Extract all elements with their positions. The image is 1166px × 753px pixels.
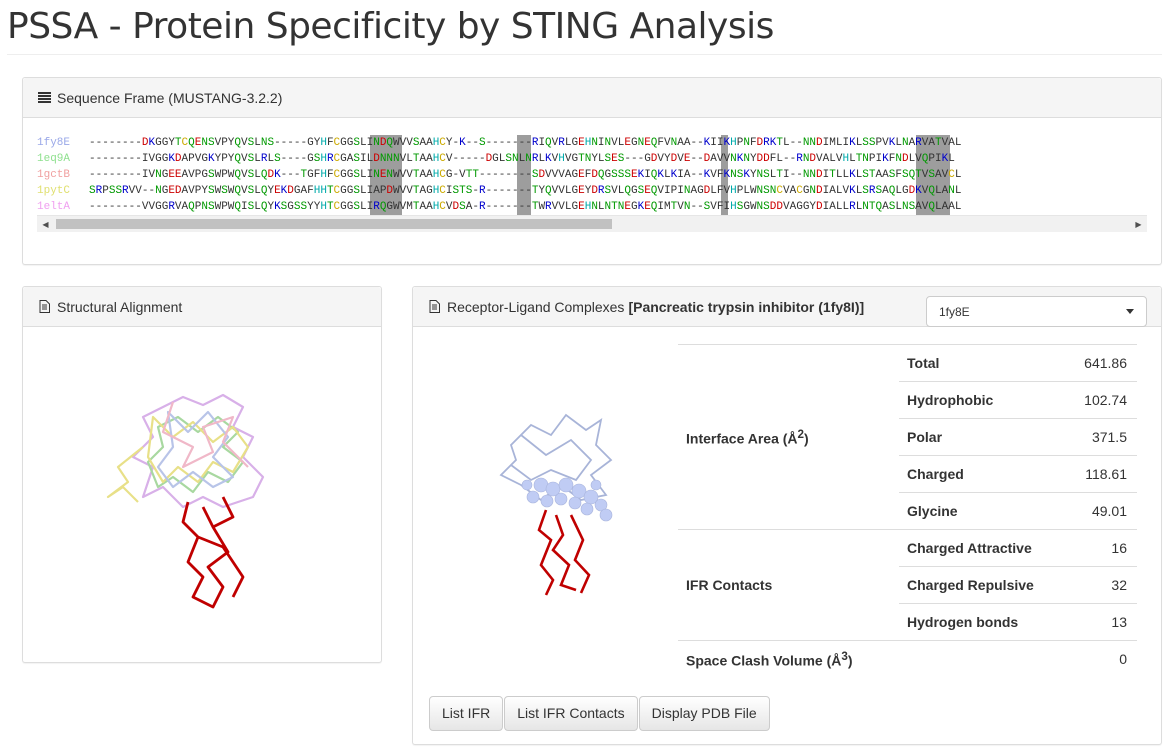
- sequence-residues: --------DKGGYTCQENSVPYQVSLNS-----GYHFCGG…: [89, 137, 962, 149]
- structural-alignment-viewer[interactable]: [103, 387, 303, 617]
- table-row: Polar 371.5: [678, 418, 1137, 456]
- table-row: Space Clash Volume (Å3) 0: [678, 640, 1137, 678]
- sequence-name: 1gctB: [37, 169, 71, 181]
- conserved-column: [916, 135, 950, 215]
- sequence-name: 1eq9A: [37, 153, 71, 165]
- ligand-name: [Pancreatic trypsin inhibitor (1fy8I)]: [628, 298, 865, 315]
- chevron-down-icon: [1126, 309, 1134, 314]
- table-row: Charged 118.61: [678, 455, 1137, 493]
- sequence-residues: --------IVNGEEAVPGSWPWQVSLQDK---TGFHFCGG…: [89, 169, 962, 181]
- metric-value: 32: [1065, 566, 1137, 604]
- space-clash-label: Space Clash Volume (Å3): [678, 640, 1066, 678]
- document-icon: [37, 300, 51, 314]
- metric-label: Hydrophobic: [899, 381, 1066, 419]
- sequence-name: 1eltA: [37, 201, 71, 213]
- metric-label: Charged: [899, 455, 1066, 493]
- metric-label: Polar: [899, 418, 1066, 456]
- metric-label: Total: [899, 344, 1066, 382]
- sequence-frame-title: Sequence Frame (MUSTANG-3.2.2): [57, 89, 283, 106]
- sequence-row: 1eq9A --------IVGGKDAPVGKYPYQVSLRLS----GS…: [37, 151, 1147, 167]
- structural-alignment-panel: Structural Alignment: [22, 286, 382, 663]
- metric-label: Glycine: [899, 492, 1066, 530]
- table-row: Interface Area (Å2) Total 641.86: [678, 344, 1137, 530]
- metric-value: 118.61: [1065, 455, 1137, 493]
- action-buttons: List IFR List IFR Contacts Display PDB F…: [429, 696, 770, 731]
- metric-label: Hydrogen bonds: [899, 603, 1066, 641]
- sequence-residues: --------VVGGRVAQPNSWPWQISLQYKSGSSYYHTCGG…: [89, 201, 962, 213]
- metric-value: 16: [1065, 529, 1137, 567]
- list-ifr-button[interactable]: List IFR: [429, 696, 504, 731]
- sequence-row: 1fy8E --------DKGGYTCQENSVPYQVSLNS-----GY…: [37, 135, 1147, 151]
- table-row: Hydrophobic 102.74: [678, 381, 1137, 419]
- metric-value: 371.5: [1065, 418, 1137, 456]
- table-row: Glycine 49.01: [678, 492, 1137, 530]
- complex-viewer[interactable]: [491, 405, 621, 605]
- display-pdb-file-button[interactable]: Display PDB File: [638, 696, 770, 731]
- metric-label: Charged Attractive: [899, 529, 1066, 567]
- sequence-residues: SRPSSRVV--NGEDAVPYSWSWQVSLQYEKDGAFHHTCGG…: [89, 185, 962, 197]
- sequence-residues: --------IVGGKDAPVGKYPYQVSLRLS----GSHRCGA…: [89, 153, 955, 165]
- metric-value: 0: [1065, 640, 1137, 678]
- conserved-column: [721, 135, 728, 215]
- list-icon: [37, 91, 51, 105]
- scroll-left-icon[interactable]: ◀: [42, 219, 49, 229]
- metric-label: Charged Repulsive: [899, 566, 1066, 604]
- list-ifr-contacts-button[interactable]: List IFR Contacts: [504, 696, 638, 731]
- sequence-name: 1fy8E: [37, 137, 71, 149]
- structural-alignment-title: Structural Alignment: [57, 298, 183, 315]
- scroll-right-icon[interactable]: ▶: [1135, 219, 1142, 229]
- metric-value: 49.01: [1065, 492, 1137, 530]
- structural-alignment-heading: Structural Alignment: [23, 287, 381, 327]
- document-icon: [427, 300, 441, 314]
- sequence-row: 1eltA --------VVGGRVAQPNSWPWQISLQYKSGSSYY…: [37, 199, 1147, 215]
- sequence-viewer[interactable]: 1fy8E --------DKGGYTCQENSVPYQVSLNS-----GY…: [23, 118, 1161, 264]
- chain-select[interactable]: 1fy8E: [926, 296, 1147, 327]
- metric-value: 102.74: [1065, 381, 1137, 419]
- conserved-column: [517, 135, 531, 215]
- sequence-rows: 1fy8E --------DKGGYTCQENSVPYQVSLNS-----GY…: [37, 135, 1147, 231]
- table-row: IFR Contacts Charged Attractive 16: [678, 529, 1137, 641]
- sequence-row: 1pytC SRPSSRVV--NGEDAVPYSWSWQVSLQYEKDGAFH…: [37, 183, 1147, 199]
- scrollbar-thumb[interactable]: [56, 219, 612, 229]
- sequence-frame-heading: Sequence Frame (MUSTANG-3.2.2): [23, 78, 1161, 118]
- ifr-contacts-label: IFR Contacts: [678, 529, 899, 641]
- chain-select-value: 1fy8E: [939, 304, 970, 319]
- conserved-column: [370, 135, 402, 215]
- sequence-horizontal-scrollbar[interactable]: ◀ ▶: [37, 215, 1147, 232]
- metric-value: 13: [1065, 603, 1137, 641]
- metrics-table: Interface Area (Å2) Total 641.86 Hydroph…: [678, 344, 1137, 678]
- receptor-ligand-panel: Receptor-Ligand Complexes [Pancreatic tr…: [412, 286, 1162, 745]
- table-row: Charged Repulsive 32: [678, 566, 1137, 604]
- interface-area-label: Interface Area (Å2): [678, 344, 899, 530]
- page-title: PSSA - Protein Specificity by STING Anal…: [7, 2, 1162, 55]
- metric-value: 641.86: [1065, 344, 1137, 382]
- receptor-ligand-title: Receptor-Ligand Complexes: [447, 298, 625, 315]
- sequence-row: 1gctB --------IVNGEEAVPGSWPWQVSLQDK---TGF…: [37, 167, 1147, 183]
- table-row: Hydrogen bonds 13: [678, 603, 1137, 641]
- sequence-frame-panel: Sequence Frame (MUSTANG-3.2.2) 1fy8E ----…: [22, 77, 1162, 265]
- sequence-name: 1pytC: [37, 185, 71, 197]
